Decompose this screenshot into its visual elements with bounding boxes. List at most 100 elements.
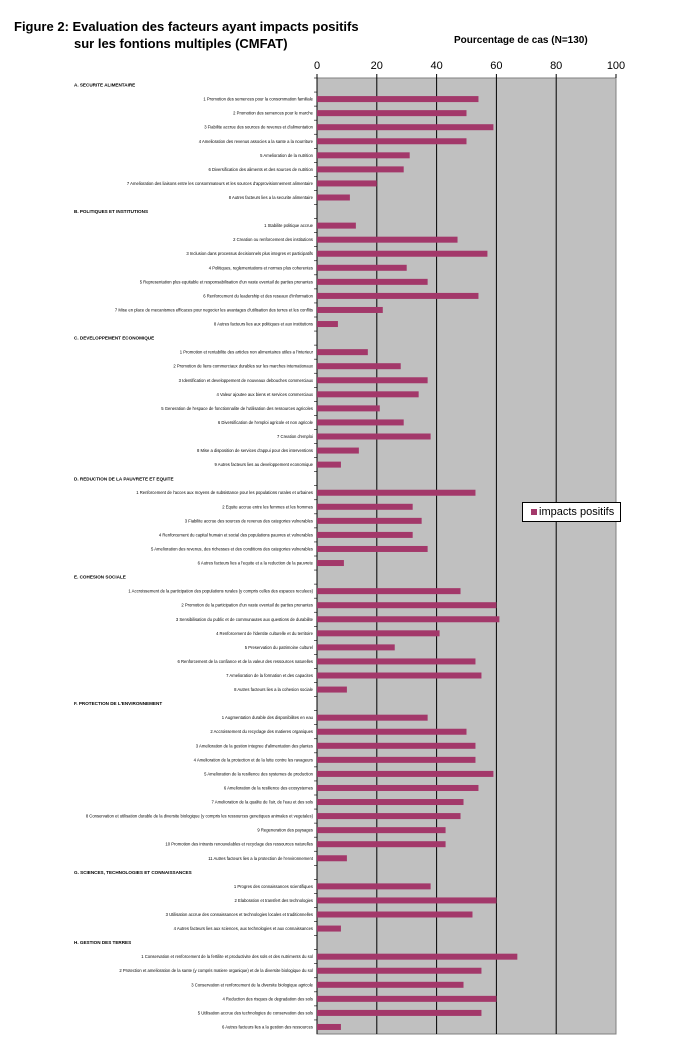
category-label: 6 Diversification des aliments et des so… <box>208 167 313 172</box>
bar <box>317 742 476 749</box>
category-label: 2 Accroissement du recyclage des matiere… <box>210 729 313 734</box>
category-label: 2 Creation ou renforcement des instituti… <box>233 237 313 242</box>
category-label: 3 Conservation et renforcement de la div… <box>191 982 313 987</box>
bar <box>317 813 461 820</box>
category-label: 1 Promotion des semences pour la consomm… <box>203 97 313 102</box>
bar <box>317 770 494 777</box>
category-label: 6 Renforcement du leadership et des rese… <box>203 293 313 298</box>
category-label: 3 Amelioration de la gestion integree d'… <box>196 743 313 748</box>
category-label: 2 Promotion des semences pour le marche <box>233 111 314 116</box>
category-label: 6 Amelioration de la resilience des ecos… <box>224 785 313 790</box>
bar <box>317 545 428 552</box>
bar <box>317 447 359 454</box>
section-label: B. POLITIQUES ET INSTITUTIONS <box>74 209 148 214</box>
category-label: 4 Amelioration des revenus associes a la… <box>199 139 314 144</box>
bar <box>317 588 461 595</box>
category-label: 1 Renforcement de l'acces aux moyens de … <box>136 490 313 495</box>
section-label: E. COHESION SOCIALE <box>74 575 126 580</box>
x-tick-label: 100 <box>607 60 625 72</box>
bar <box>317 784 479 791</box>
bar <box>317 124 494 131</box>
section-label: H. GESTION DES TERRES <box>74 940 131 945</box>
category-label: 3 Identification et developpement de nou… <box>179 378 314 383</box>
category-label: 5 Representation plus equitable et respo… <box>140 279 313 284</box>
legend-swatch <box>531 509 537 515</box>
category-label: 11 Autres facteurs lies a la protection … <box>208 856 314 861</box>
bar <box>317 911 473 918</box>
category-label: 1 Conservation et renforcement de la fer… <box>141 954 313 959</box>
category-label: 4 Amelioration de la protection et de la… <box>194 757 313 762</box>
category-label: 1 Progres des connaissances scientifique… <box>234 884 313 889</box>
bar <box>317 728 467 735</box>
category-label: 1 Promotion et rentabilite des articles … <box>180 350 314 355</box>
category-label: 6 Autres facteurs lies a l'equite et a l… <box>198 561 314 566</box>
section-label: F. PROTECTION DE L'ENVIRONNEMENT <box>74 701 162 706</box>
bar <box>317 461 341 468</box>
bar <box>317 433 431 440</box>
legend: impacts positifs <box>522 502 621 522</box>
bar <box>317 995 497 1002</box>
category-label: 4 Valeur ajoutee aux biens et services c… <box>216 392 313 397</box>
category-label: 9 Autres facteurs lies au developpement … <box>215 462 314 467</box>
category-label: 4 Renforcement du capital humain et soci… <box>159 532 313 537</box>
x-axis-title: Pourcentage de cas (N=130) <box>454 35 588 46</box>
category-label: 4 Reduction des risques de degradation d… <box>222 996 313 1001</box>
category-label: 3 Utilisation accrue des connaissances e… <box>166 912 313 917</box>
category-label: 3 Fiabilite accrue des sources de revenu… <box>185 518 313 523</box>
bar <box>317 756 476 763</box>
category-label: 8 Autres facteurs lies a la securite ali… <box>229 195 314 200</box>
category-label: 2 Protection et amelioration de la sante… <box>119 968 313 973</box>
bar <box>317 616 500 623</box>
category-label: 4 Renforcement de l'identite culturelle … <box>216 631 314 636</box>
category-label: 7 Amelioration de la qualite de l'air, d… <box>212 800 313 805</box>
bar <box>317 377 428 384</box>
bar <box>317 349 368 356</box>
x-tick-label: 40 <box>430 60 442 72</box>
x-tick-label: 0 <box>314 60 320 72</box>
category-label: 1 Augmentation durable des disponibilite… <box>222 715 314 720</box>
category-label: 3 Inclusion dans processus decisionnels … <box>186 251 313 256</box>
category-label: 5 Amelioration des revenus, des richesse… <box>151 546 313 551</box>
category-label: 1 Stabilite politique accrue <box>264 223 314 228</box>
bar <box>317 799 464 806</box>
x-tick-label: 60 <box>490 60 502 72</box>
bar <box>317 602 497 609</box>
bar <box>317 686 347 693</box>
category-label: 7 Mise en place de mecanismes efficaces … <box>115 307 313 312</box>
category-label: 8 Autres facteurs lies a la cohesion soc… <box>234 687 314 692</box>
bar <box>317 222 356 229</box>
chart-title-line1: Figure 2: Evaluation des facteurs ayant … <box>14 19 359 34</box>
bar <box>317 981 464 988</box>
section-label: A. SECURITE ALIMENTAIRE <box>74 83 135 88</box>
category-label: 8 Mise a disposition de services d'appui… <box>197 448 313 453</box>
bar <box>317 967 482 974</box>
bar <box>317 236 458 243</box>
bar <box>317 855 347 862</box>
bar <box>317 560 344 567</box>
bar <box>317 883 431 890</box>
category-label: 8 Autres facteurs lies aux politiques et… <box>214 322 313 327</box>
category-label: 7 Creation d'emploi <box>277 434 313 439</box>
bar <box>317 391 419 398</box>
category-label: 6 Diversification de l'emploi agricole e… <box>218 420 314 425</box>
bar <box>317 250 488 257</box>
bar <box>317 953 518 960</box>
bar <box>317 292 479 299</box>
chart-title-line2: sur les fontions multiples (CMFAT) <box>74 36 288 51</box>
bar <box>317 672 482 679</box>
bar <box>317 306 383 313</box>
bar <box>317 630 440 637</box>
bar <box>317 841 446 848</box>
category-label: 6 Renforcement de la confiance et de la … <box>178 659 313 664</box>
category-label: 2 Elaboration et transfert des technolog… <box>235 898 313 903</box>
bar <box>317 321 338 328</box>
category-label: 7 Amelioration des liaisons entre les co… <box>127 181 314 186</box>
bar <box>317 264 407 271</box>
category-label: 2 Promotion de la participation d'un vas… <box>181 603 313 608</box>
category-label: 4 Autres facteurs lies aux sciences, aux… <box>174 926 313 931</box>
bar <box>317 419 404 426</box>
category-label: 3 Fiabilite accrue des sources de revenu… <box>204 125 313 130</box>
category-label: 10 Promotion des intrants renouvelables … <box>165 842 313 847</box>
bar <box>317 363 401 370</box>
